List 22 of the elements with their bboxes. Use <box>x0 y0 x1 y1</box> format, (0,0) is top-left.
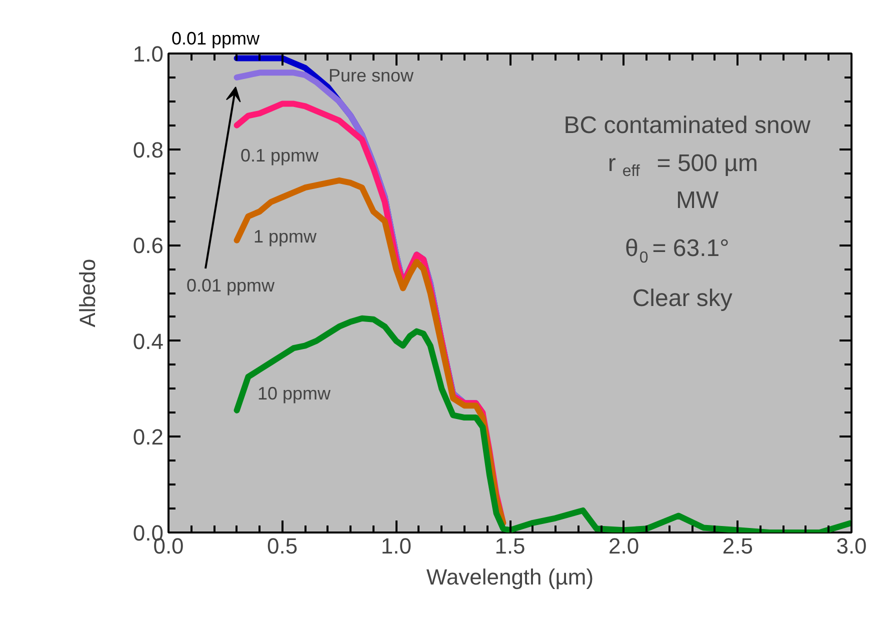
y-tick-label: 0.6 <box>132 233 164 258</box>
annotation: Pure snow <box>328 66 415 86</box>
annotation: 1 ppmw <box>254 226 318 246</box>
x-axis-title: Wavelength (µm) <box>426 564 594 590</box>
y-tick-label: 1.0 <box>132 42 164 66</box>
x-tick-label: 1.0 <box>380 534 412 558</box>
x-tick-label: 3.0 <box>836 534 867 558</box>
y-tick-label: 0.8 <box>132 137 164 162</box>
x-tick-label: 2.5 <box>722 534 753 558</box>
y-tick-label: 0.4 <box>132 328 164 354</box>
annotation: 0.1 ppmw <box>240 146 320 166</box>
x-tick-label: 2.0 <box>608 534 640 558</box>
annotation: MW <box>676 187 720 214</box>
y-tick-label: 0.2 <box>132 424 164 450</box>
x-tick-label: 1.5 <box>494 534 526 558</box>
x-tick-label: 0.5 <box>267 534 298 558</box>
annotation: 0.01 ppmw <box>186 276 276 296</box>
annotation: 10 ppmw <box>258 384 332 404</box>
y-axis-title: Albedo <box>74 258 100 328</box>
annotation: Clear sky <box>632 285 732 312</box>
text: 0.01 ppmw <box>172 28 261 48</box>
annotation: BC contaminated snow <box>564 112 812 139</box>
